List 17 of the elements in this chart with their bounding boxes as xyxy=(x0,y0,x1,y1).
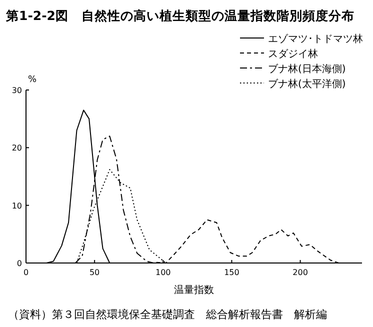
text: （資料）第３回自然環境保全基礎調査 総合解析報告書 解析編 xyxy=(8,308,327,321)
legend-label: ブナ林(太平洋側) xyxy=(268,78,346,90)
y-tick-label: 30 xyxy=(12,86,22,95)
y-tick-label: 10 xyxy=(12,201,22,210)
x-tick-label: 50 xyxy=(89,268,100,277)
chart-title: 第1-2-2図 自然性の高い植生類型の温量指数階別頻度分布 xyxy=(5,8,354,23)
x-axis-title: 温量指数 xyxy=(174,284,214,296)
x-tick-label: 100 xyxy=(156,268,171,277)
x-tick-label: 0 xyxy=(23,268,29,277)
legend-label: ブナ林(日本海側) xyxy=(268,63,346,75)
y-tick-label: 20 xyxy=(12,144,22,153)
x-tick-label: 200 xyxy=(292,268,308,277)
y-tick-label: 0 xyxy=(16,259,22,268)
legend-label: エゾマツ･トドマツ林 xyxy=(268,33,363,45)
y-axis-title: % xyxy=(28,75,37,85)
x-tick-label: 150 xyxy=(224,268,240,277)
legend-label: スダジイ林 xyxy=(268,48,318,60)
